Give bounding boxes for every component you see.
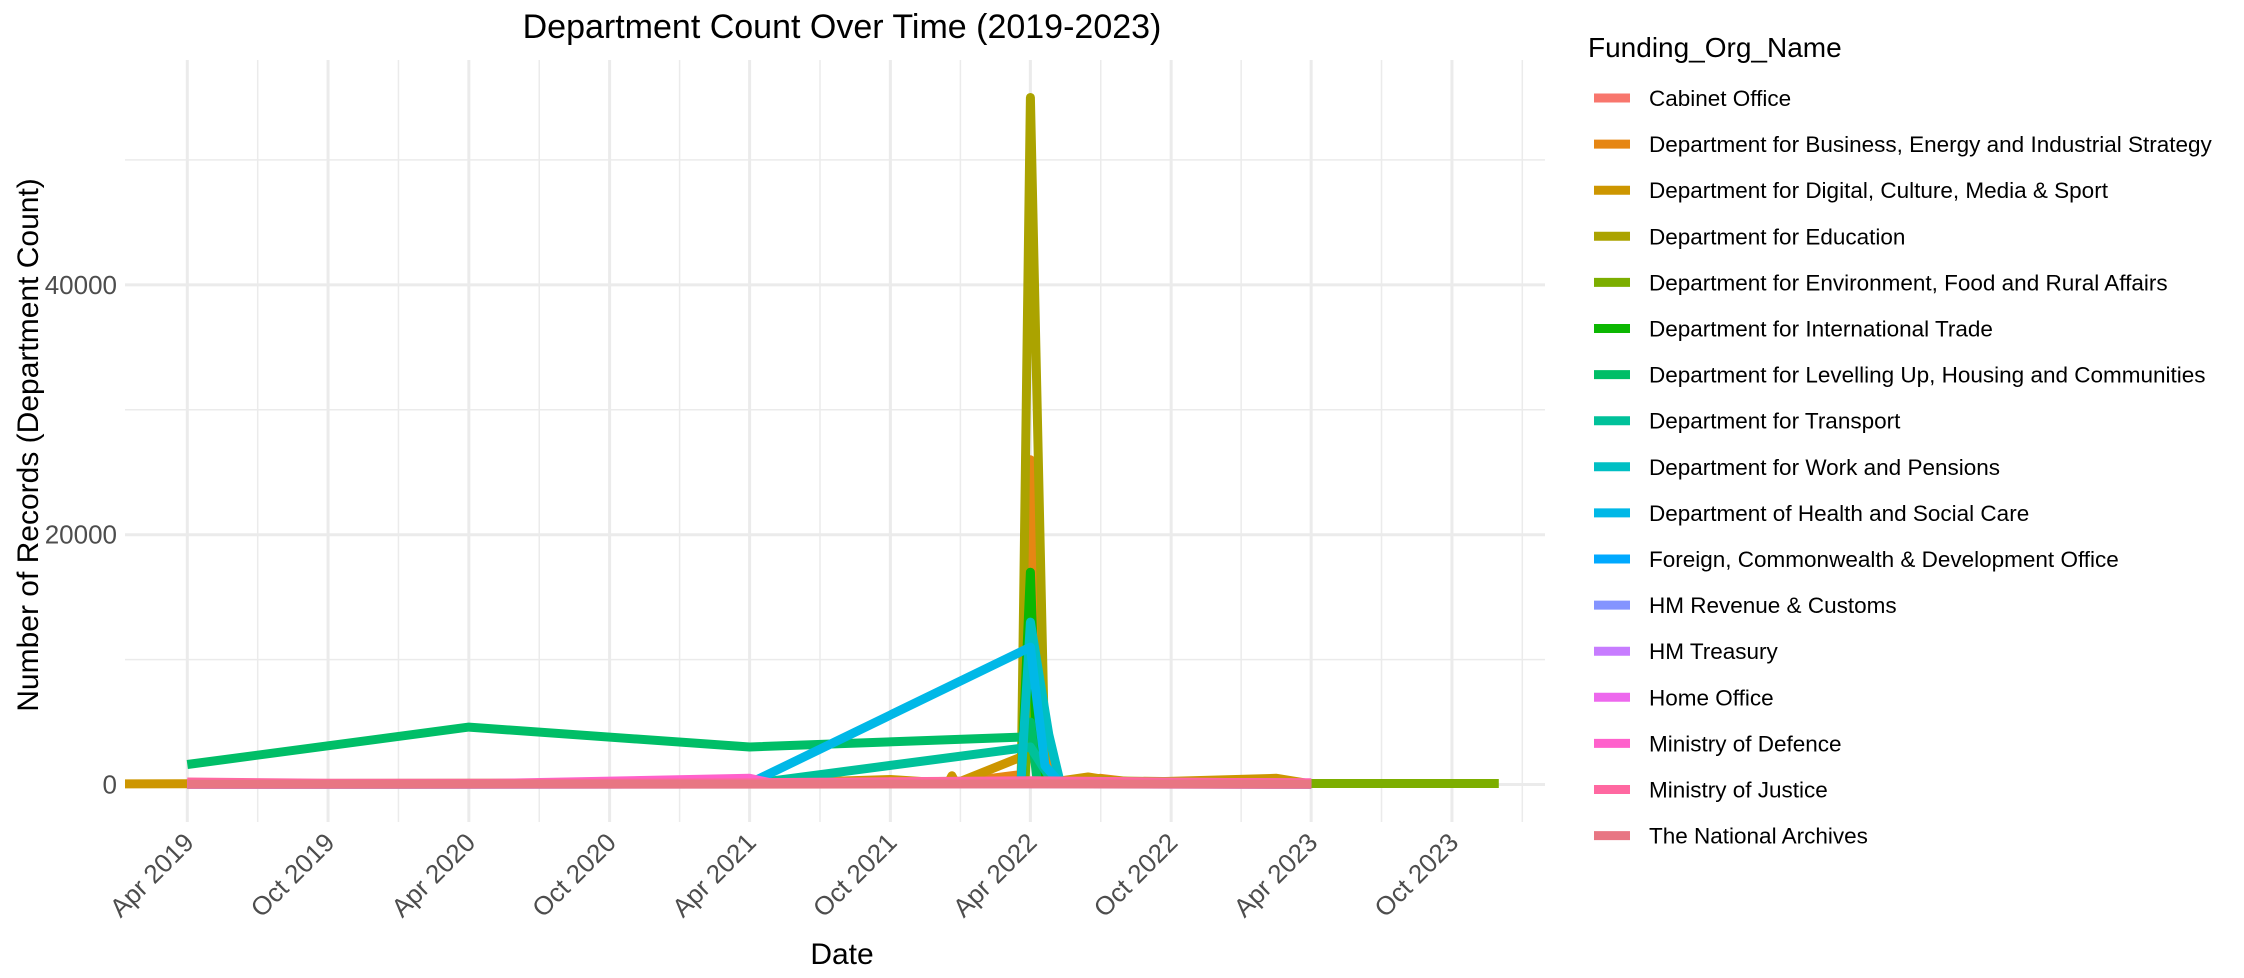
legend-label: Department for Levelling Up, Housing and…	[1649, 363, 2206, 388]
legend-label: Department for Environment, Food and Rur…	[1649, 270, 2168, 295]
legend-item: Foreign, Commonwealth & Development Offi…	[1594, 547, 2119, 572]
y-tick-label: 0	[103, 770, 117, 800]
legend-label: The National Archives	[1649, 824, 1868, 849]
legend-item: HM Treasury	[1594, 639, 1779, 664]
legend-item: Department for Business, Energy and Indu…	[1594, 132, 2213, 157]
legend-item: Department for International Trade	[1594, 317, 1993, 342]
x-axis-title: Date	[810, 938, 873, 971]
legend-label: Foreign, Commonwealth & Development Offi…	[1649, 547, 2119, 572]
legend-item: Department for Levelling Up, Housing and…	[1594, 363, 2206, 388]
legend-item: Ministry of Defence	[1594, 731, 1842, 756]
legend-label: HM Revenue & Customs	[1649, 593, 1897, 618]
chart-title: Department Count Over Time (2019-2023)	[523, 8, 1162, 46]
series-line-8	[1016, 617, 1065, 785]
y-axis-tick-labels: 0 20000 40000	[45, 270, 117, 800]
legend-label: HM Treasury	[1649, 639, 1779, 664]
legend-items: Cabinet Office Department for Business, E…	[1594, 86, 2213, 849]
legend-label: Home Office	[1649, 685, 1774, 710]
legend-item: HM Revenue & Customs	[1594, 593, 1897, 618]
legend-item: The National Archives	[1594, 824, 1868, 849]
y-axis-title: Number of Records (Department Count)	[12, 178, 45, 712]
legend-label: Department for International Trade	[1649, 317, 1993, 342]
legend-item: Home Office	[1594, 685, 1774, 710]
legend-label: Cabinet Office	[1649, 86, 1791, 111]
y-tick-label: 40000	[45, 270, 117, 300]
legend-label: Ministry of Defence	[1649, 731, 1842, 756]
y-tick-label: 20000	[45, 520, 117, 550]
legend-label: Department of Health and Social Care	[1649, 501, 2029, 526]
legend-item: Department for Digital, Culture, Media &…	[1594, 178, 2109, 203]
series-line-9	[747, 642, 1064, 788]
legend-title: Funding_Org_Name	[1588, 32, 1842, 63]
legend-item: Department for Education	[1594, 224, 1905, 249]
legend-label: Department for Digital, Culture, Media &…	[1649, 178, 2109, 203]
series-lines	[124, 93, 1499, 789]
series-line-6	[186, 717, 1042, 783]
legend-label: Department for Transport	[1649, 409, 1901, 434]
legend-label: Department for Work and Pensions	[1649, 455, 2000, 480]
legend-label: Department for Education	[1649, 224, 1905, 249]
legend-item: Department for Work and Pensions	[1594, 455, 2000, 480]
grid	[125, 60, 1545, 822]
legend-item: Department for Transport	[1594, 409, 1901, 434]
legend-item: Cabinet Office	[1594, 86, 1791, 111]
legend-item: Ministry of Justice	[1594, 778, 1828, 803]
legend-label: Department for Business, Energy and Indu…	[1649, 132, 2213, 157]
legend-label: Ministry of Justice	[1649, 778, 1828, 803]
legend-item: Department for Environment, Food and Rur…	[1594, 270, 2168, 295]
legend: Funding_Org_Name Cabinet Office Departmen…	[1588, 32, 2213, 849]
legend-item: Department of Health and Social Care	[1594, 501, 2029, 526]
